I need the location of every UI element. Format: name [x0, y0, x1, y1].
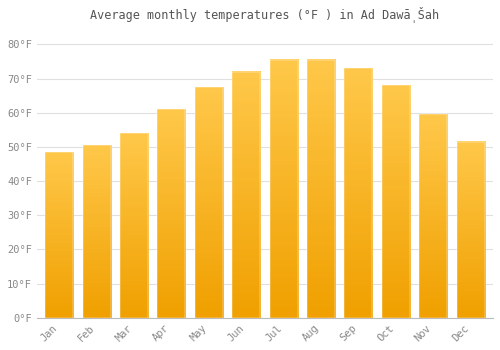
Bar — [195, 87, 223, 318]
Title: Average monthly temperatures (°F ) in Ad Dawā̩Šah: Average monthly temperatures (°F ) in Ad… — [90, 7, 440, 23]
Bar — [382, 85, 410, 318]
Bar — [419, 114, 447, 318]
Bar — [270, 60, 297, 318]
Bar — [232, 72, 260, 318]
Bar — [82, 145, 110, 318]
Bar — [120, 133, 148, 318]
Bar — [158, 109, 186, 318]
Bar — [456, 142, 484, 318]
Bar — [45, 152, 74, 318]
Bar — [344, 68, 372, 318]
Bar — [307, 60, 335, 318]
